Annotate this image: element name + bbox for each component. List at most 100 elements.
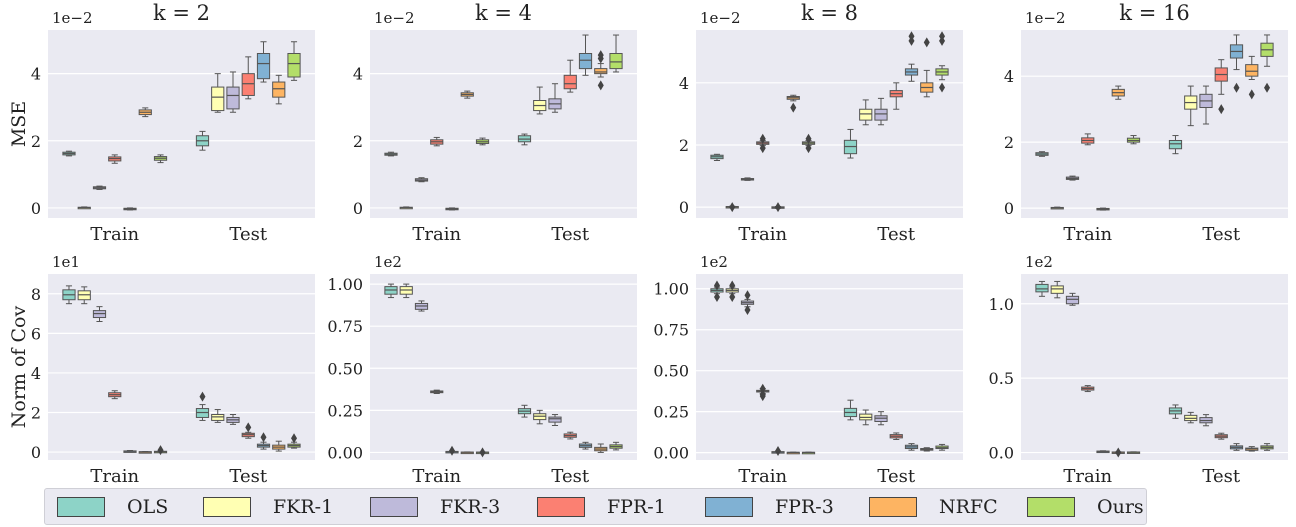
x-tick-label: Train (1063, 224, 1112, 245)
x-tick-label: Test (229, 466, 267, 487)
plot-area (48, 30, 315, 218)
outlier-point (744, 305, 751, 316)
box-fpr-1-test (1214, 432, 1228, 440)
box-ols-test (1168, 135, 1183, 155)
box-fkr-1-train (77, 286, 91, 305)
subplot-4: 0 2 4 1e−2 k = 16 Train Test (1004, 1, 1288, 245)
box-fkr-3-train (740, 290, 755, 316)
outlier-point (245, 422, 252, 433)
y-tick-label: 1.00 (327, 275, 363, 294)
box-fkr-1-test (211, 73, 225, 113)
box-body (874, 108, 888, 121)
y-tick-label: 0.00 (327, 443, 363, 462)
y-tick-label: 0.25 (327, 401, 363, 420)
box-ols-test (843, 128, 858, 159)
box-fpr-3-train (771, 202, 785, 213)
legend-swatch (57, 497, 105, 517)
outlier-point (1233, 82, 1240, 93)
axis-scale-label: 1e−2 (52, 9, 93, 27)
box-fkr-3-test (548, 414, 562, 426)
subplot-7: 0.00 0.25 0.50 0.75 1.00 1e2 Train Test (653, 253, 963, 487)
x-tick-label: Test (1202, 224, 1240, 245)
outlier-point (939, 31, 946, 42)
box-fkr-1-test (211, 409, 225, 423)
box-fpr-3-test (1229, 443, 1244, 451)
y-tick-label: 0 (31, 199, 41, 218)
x-tick-label: Test (229, 224, 267, 245)
outlier-point (291, 433, 298, 444)
subplot-6: 0.00 0.25 0.50 0.75 1.00 1e2 Train Test (327, 253, 637, 487)
legend-label: FKR-3 (440, 496, 501, 518)
box-fpr-1-train (430, 389, 444, 395)
x-tick-label: Train (1063, 466, 1112, 487)
box-nrfc-train (786, 94, 800, 113)
box-fkr-1-train (1050, 280, 1064, 299)
box-ols-train (710, 153, 724, 162)
box-nrfc-train (786, 451, 800, 455)
box-fpr-3-train (1096, 450, 1110, 454)
box-body (256, 53, 271, 80)
y-tick-label: 1.0 (989, 295, 1014, 314)
box-fpr-3-test (256, 41, 271, 83)
box-fkr-3-train (740, 177, 755, 181)
box-ols-train (62, 285, 76, 305)
box-fpr-1-train (108, 154, 122, 164)
box-ols-test (1168, 404, 1183, 419)
subplot-8: 0.0 0.5 1.0 1e2 Train Test (989, 253, 1288, 487)
box-ols-train (62, 150, 76, 157)
legend-item-ours: Ours (1027, 496, 1144, 518)
outlier-point (775, 445, 782, 456)
subplot-title: k = 4 (475, 1, 532, 25)
axis-scale-label: 1e2 (1025, 253, 1053, 271)
y-tick-label: 4 (353, 65, 363, 84)
outlier-point (1264, 82, 1271, 93)
box-fkr-1-train (399, 206, 413, 210)
subplot-2: 0 2 4 1e−2 k = 4 Train Test (353, 1, 637, 245)
y-tick-label: 2 (31, 404, 41, 423)
box-fpr-3-test (904, 31, 919, 82)
box-nrfc-train (138, 450, 152, 454)
box-ols-test (843, 399, 858, 421)
y-tick-label: 0 (1004, 199, 1014, 218)
box-fpr-1-test (1214, 59, 1228, 115)
box-fpr-1-test (889, 82, 903, 110)
y-tick-label: 2 (679, 136, 689, 155)
box-nrfc-test (594, 50, 608, 91)
box-body (1065, 295, 1080, 305)
legend-swatch (203, 497, 251, 517)
box-ours-test (287, 433, 301, 449)
outlier-point (713, 280, 720, 291)
box-fpr-3-test (578, 441, 593, 450)
box-fpr-1-train (108, 390, 122, 400)
box-fkr-1-test (859, 99, 873, 126)
outlier-point (759, 133, 766, 144)
box-ours-test (935, 443, 949, 451)
box-ols-test (195, 391, 210, 421)
y-tick-label: 2 (1004, 133, 1014, 152)
legend-swatch (869, 497, 917, 517)
box-ours-test (1260, 443, 1274, 451)
y-tick-label: 4 (1004, 67, 1014, 86)
plot-area (48, 274, 315, 460)
box-body (241, 73, 255, 96)
legend-item-nrfc: NRFC (869, 496, 998, 518)
box-fkr-1-train (399, 283, 413, 299)
outlier-point (759, 143, 766, 154)
axis-scale-label: 1e2 (374, 253, 402, 271)
box-nrfc-test (272, 74, 286, 105)
plot-area (1021, 30, 1288, 218)
subplot-1: 0 2 4 1e−2 k = 2 MSE Train Test (8, 1, 315, 245)
box-nrfc-test (920, 447, 934, 452)
box-fpr-3-train (123, 450, 137, 453)
box-body (859, 108, 873, 121)
box-ours-train (1126, 451, 1141, 454)
x-tick-label: Test (877, 466, 915, 487)
legend-item-ols: OLS (57, 496, 168, 518)
y-tick-label: 1.00 (653, 280, 689, 299)
figure: 0 2 4 1e−2 k = 2 MSE Train Test 0 2 4 1e−2 k = 4 Trai… (8, 1, 1288, 487)
outlier-point (1248, 89, 1255, 100)
box-ols-test (195, 130, 210, 151)
y-tick-label: 0 (353, 199, 363, 218)
outlier-point (729, 291, 736, 302)
legend-swatch (537, 497, 585, 517)
